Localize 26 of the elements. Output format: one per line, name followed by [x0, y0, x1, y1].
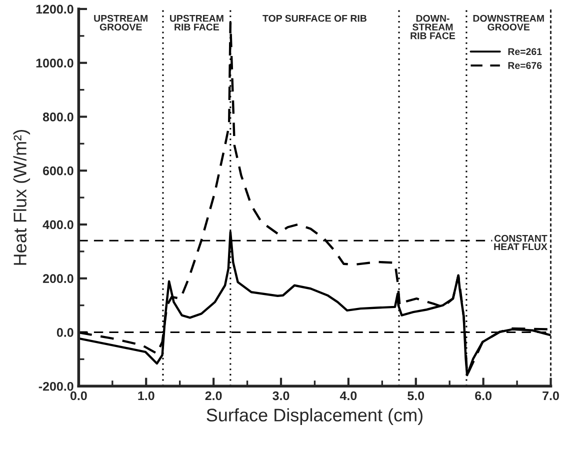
legend-label: Re=676 — [508, 62, 542, 69]
y-axis-title: Heat Flux (W/m²) — [13, 130, 30, 265]
y-tick-label: 600.0 — [43, 166, 74, 176]
y-tick-label: 0.0 — [56, 328, 74, 337]
x-tick-label: 6.0 — [475, 391, 492, 400]
x-tick-label: 5.0 — [408, 391, 424, 400]
y-tick-label: 800.0 — [42, 112, 74, 122]
x-tick-label: 4.0 — [340, 391, 357, 400]
x-tick-label: 1.0 — [138, 391, 154, 400]
legend-label: Re=261 — [508, 48, 542, 56]
x-tick-label: 2.0 — [205, 391, 222, 400]
x-axis-title: Surface Displacement (cm) — [206, 408, 422, 426]
x-tick-label: 7.0 — [542, 391, 559, 400]
y-tick-label: 1000.0 — [36, 58, 74, 68]
y-tick-label: 200.0 — [42, 274, 74, 284]
y-tick-label: 1200.0 — [36, 4, 74, 14]
annotation: TOP SURFACE OF RIB — [262, 14, 367, 22]
y-tick-label: -200.0 — [38, 382, 74, 391]
annotation: DOWN- STREAM RIB FACE — [410, 14, 456, 40]
annotation: UPSTREAM GROOVE — [94, 14, 148, 30]
y-tick-label: 400.0 — [42, 220, 74, 230]
annotation: UPSTREAM RIB FACE — [170, 14, 224, 30]
x-tick-label: 0.0 — [70, 391, 87, 400]
annotation: DOWNSTREAM GROOVE — [473, 14, 544, 30]
x-tick-label: 3.0 — [272, 391, 290, 400]
ref-line-label: CONSTANT HEAT FLUX — [494, 234, 548, 250]
